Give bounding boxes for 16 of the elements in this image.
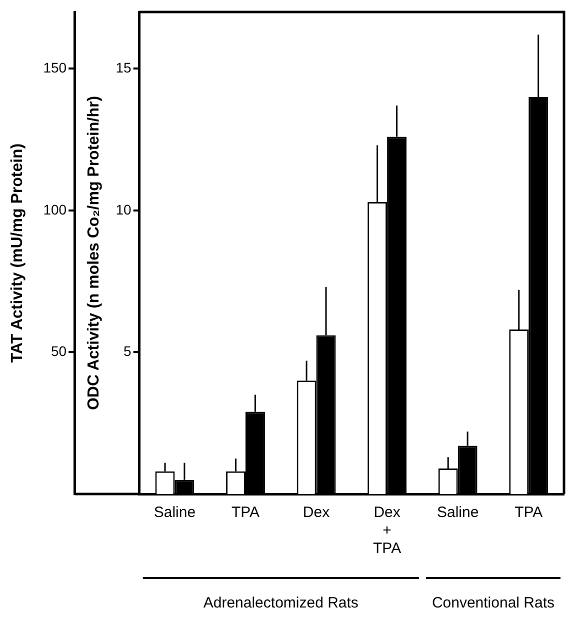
x-tick-label: TPA [514, 504, 543, 522]
y-axis-title: TAT Activity (mU/mg Protein) [9, 143, 26, 363]
x-tick-label: TPA [231, 504, 260, 522]
x-tick-label: Saline [436, 504, 479, 522]
text: Conventional Rats [432, 594, 555, 612]
y-tick-label: 100 [43, 201, 67, 218]
y2-axis-title: ODC Activity (n moles Co₂/mg Protein/hr) [86, 96, 103, 410]
x-tick-label: Saline [154, 504, 196, 522]
y-tick-label: 150 [43, 60, 67, 76]
y2-tick-label: 15 [116, 60, 132, 76]
x-tick-label: Dex + TPA [373, 504, 402, 558]
x-tick-label: Dex [302, 504, 330, 522]
y-tick-label: 50 [50, 343, 67, 360]
y2-tick-label: 5 [124, 343, 132, 360]
text: Adrenalectomized Rats [203, 594, 358, 612]
y2-tick-label: 10 [116, 201, 132, 218]
